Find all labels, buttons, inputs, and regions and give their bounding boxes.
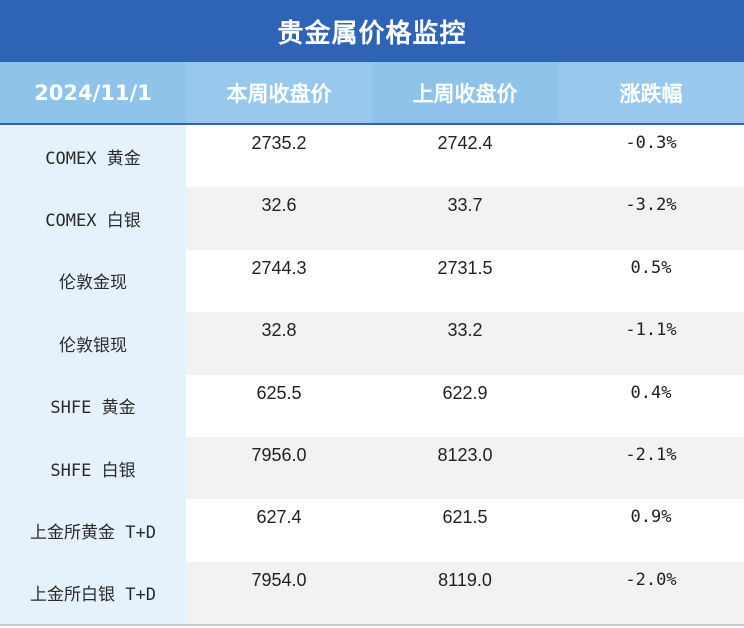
header-date: 2024/11/1: [0, 62, 186, 124]
row-last-week: 621.5: [372, 499, 558, 562]
table-header: 2024/11/1 本周收盘价 上周收盘价 涨跌幅: [0, 62, 744, 124]
table-row: 上金所黄金 T+D 627.4 621.5 0.9%: [0, 499, 744, 562]
row-this-week: 625.5: [186, 374, 372, 437]
row-this-week: 32.8: [186, 312, 372, 375]
row-last-week: 622.9: [372, 374, 558, 437]
row-last-week: 8123.0: [372, 436, 558, 500]
row-name: SHFE 黄金: [0, 374, 186, 437]
row-last-week: 2731.5: [372, 249, 558, 313]
row-name: 上金所黄金 T+D: [0, 499, 186, 562]
table-bottom-border: [0, 624, 744, 626]
table-row: COMEX 黄金 2735.2 2742.4 -0.3%: [0, 125, 744, 188]
row-change: -0.3%: [558, 125, 744, 188]
row-this-week: 7956.0: [186, 436, 372, 500]
row-change: 0.5%: [558, 249, 744, 313]
row-name: 上金所白银 T+D: [0, 561, 186, 625]
row-this-week: 7954.0: [186, 561, 372, 625]
row-this-week: 2735.2: [186, 125, 372, 188]
page-title: 贵金属价格监控: [0, 0, 744, 62]
row-name: COMEX 黄金: [0, 125, 186, 188]
row-change: -2.0%: [558, 561, 744, 625]
row-name: SHFE 白银: [0, 436, 186, 500]
row-this-week: 2744.3: [186, 249, 372, 313]
row-change: -1.1%: [558, 312, 744, 375]
table-row: COMEX 白银 32.6 33.7 -3.2%: [0, 187, 744, 250]
header-this-week-close: 本周收盘价: [186, 62, 372, 124]
header-divider: [0, 123, 744, 125]
table-row: 上金所白银 T+D 7954.0 8119.0 -2.0%: [0, 561, 744, 625]
table-row: 伦敦银现 32.8 33.2 -1.1%: [0, 312, 744, 375]
table-row: SHFE 白银 7956.0 8123.0 -2.1%: [0, 436, 744, 500]
header-change: 涨跌幅: [558, 62, 744, 124]
table-body: COMEX 黄金 2735.2 2742.4 -0.3% COMEX 白银 32…: [0, 125, 744, 625]
table-row: SHFE 黄金 625.5 622.9 0.4%: [0, 374, 744, 437]
header-last-week-close: 上周收盘价: [372, 62, 558, 124]
row-this-week: 627.4: [186, 499, 372, 562]
row-name: 伦敦金现: [0, 249, 186, 313]
row-last-week: 33.7: [372, 187, 558, 250]
row-last-week: 2742.4: [372, 125, 558, 188]
row-last-week: 8119.0: [372, 561, 558, 625]
row-change: 0.4%: [558, 374, 744, 437]
row-last-week: 33.2: [372, 312, 558, 375]
row-change: -2.1%: [558, 436, 744, 500]
row-change: -3.2%: [558, 187, 744, 250]
row-this-week: 32.6: [186, 187, 372, 250]
row-name: COMEX 白银: [0, 187, 186, 250]
row-change: 0.9%: [558, 499, 744, 562]
table-row: 伦敦金现 2744.3 2731.5 0.5%: [0, 249, 744, 313]
row-name: 伦敦银现: [0, 312, 186, 375]
